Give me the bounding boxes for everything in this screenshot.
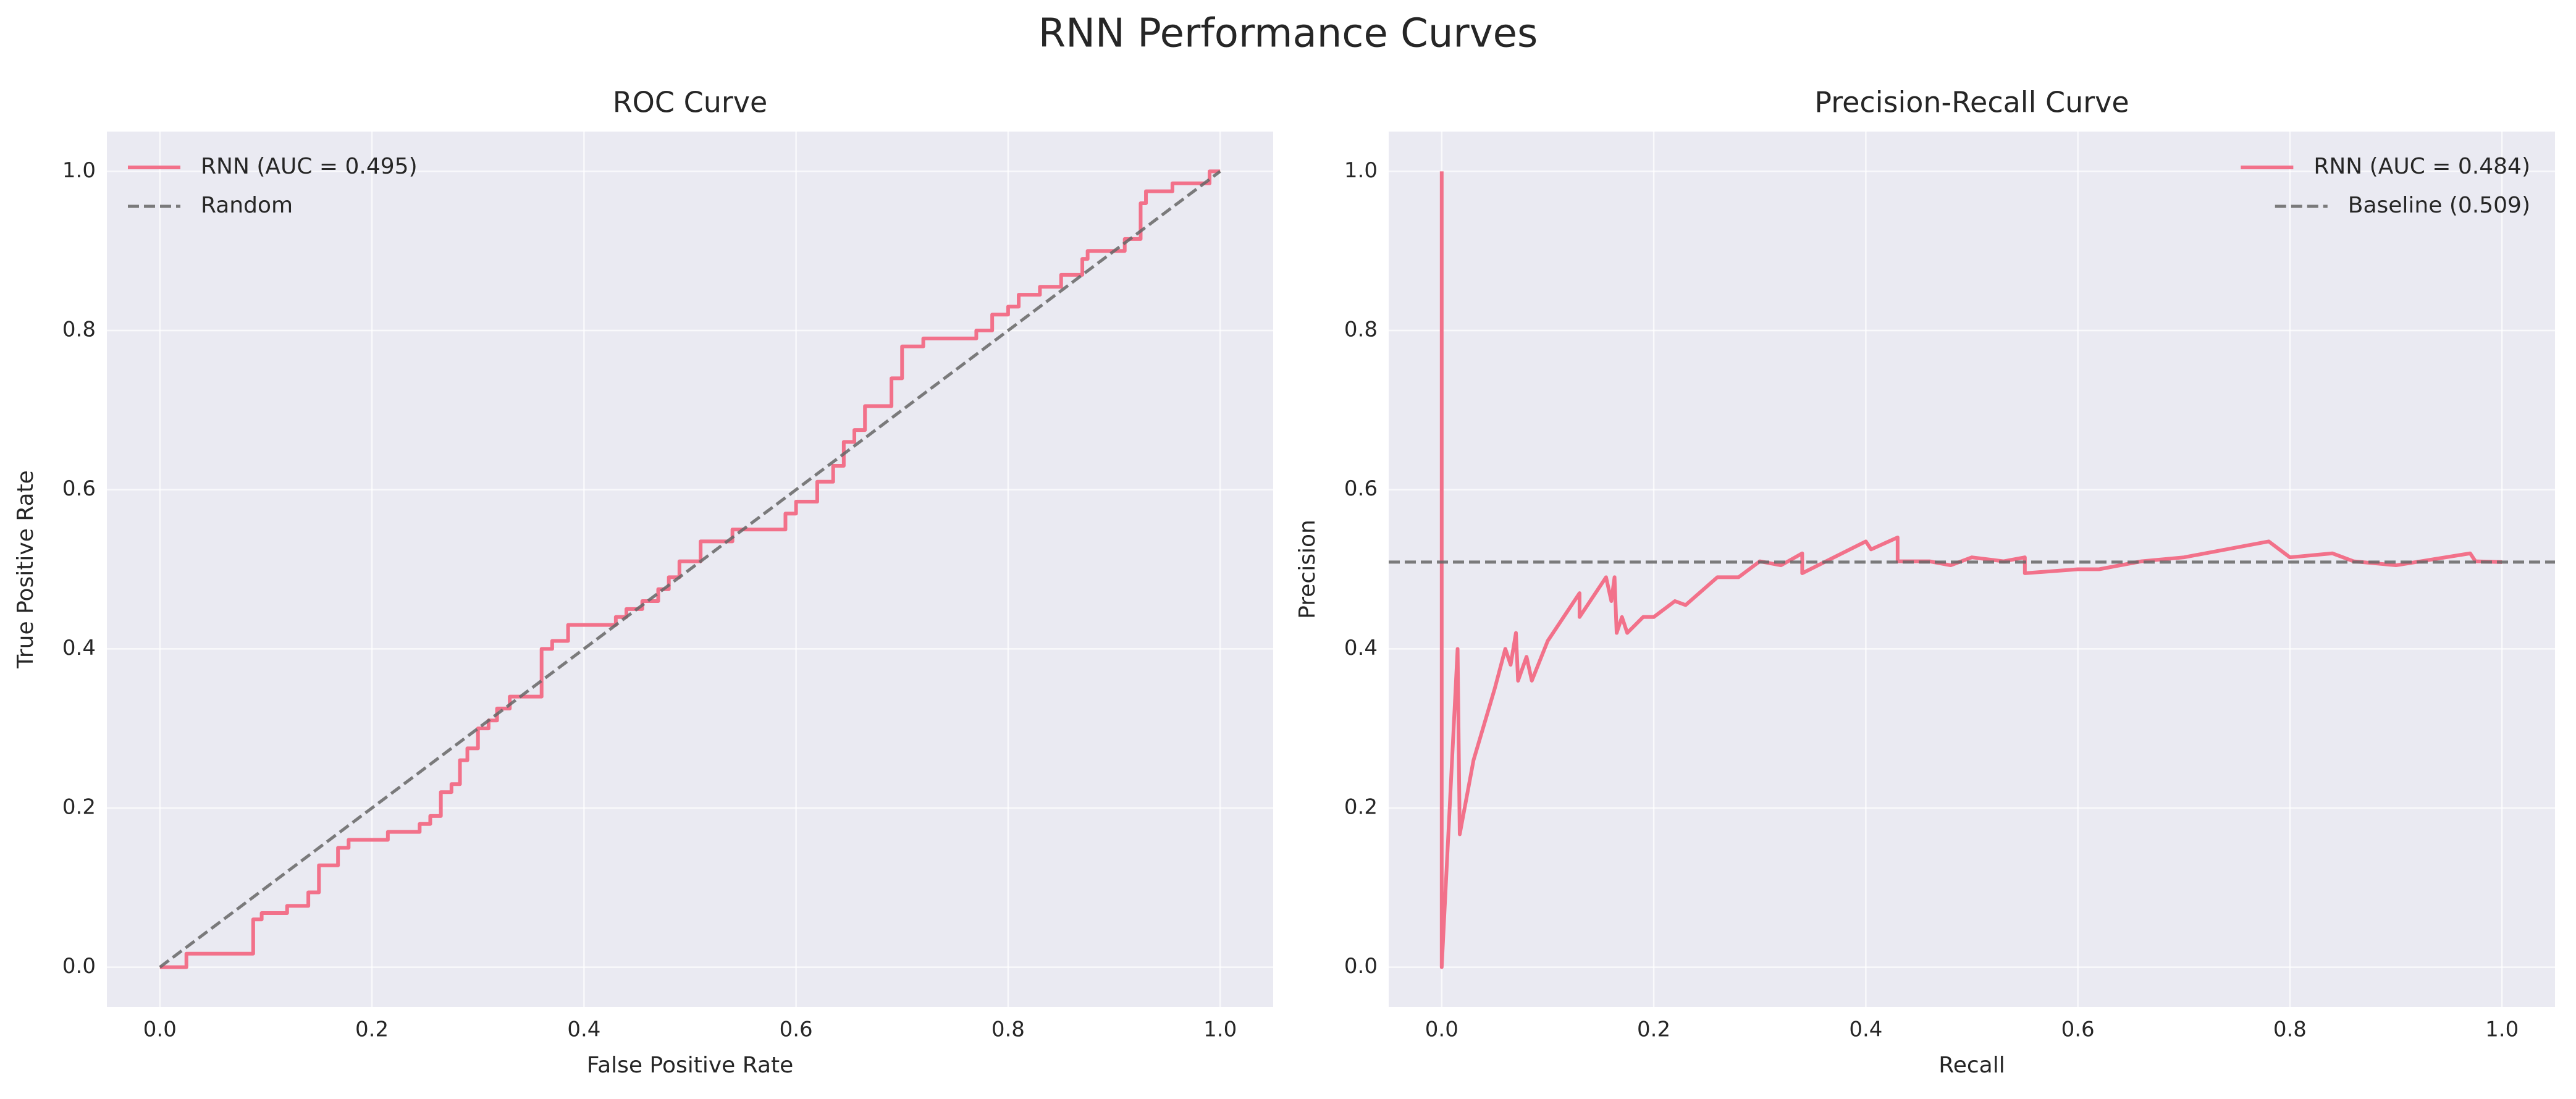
axes-title: Precision-Recall Curve bbox=[1814, 86, 2129, 119]
x-tick-label: 0.2 bbox=[1637, 1017, 1670, 1042]
legend-label: RNN (AUC = 0.484) bbox=[2313, 154, 2530, 179]
x-tick-label: 0.6 bbox=[2061, 1017, 2095, 1042]
x-tick-label: 0.4 bbox=[567, 1017, 600, 1042]
x-tick-label: 1.0 bbox=[1203, 1017, 1237, 1042]
x-tick-label: 0.0 bbox=[143, 1017, 177, 1042]
x-tick-label: 0.4 bbox=[1849, 1017, 1882, 1042]
legend-label: Random bbox=[201, 193, 293, 218]
y-tick-label: 0.6 bbox=[62, 476, 96, 501]
y-tick-label: 0.2 bbox=[1344, 794, 1378, 819]
x-tick-label: 0.2 bbox=[355, 1017, 389, 1042]
legend-label: RNN (AUC = 0.495) bbox=[201, 154, 418, 179]
y-axis-label: Precision bbox=[1295, 520, 1320, 619]
series-line bbox=[1439, 171, 2502, 969]
y-tick-label: 1.0 bbox=[1344, 158, 1378, 183]
axes-title: ROC Curve bbox=[613, 86, 768, 119]
figure-title: RNN Performance Curves bbox=[1038, 11, 1538, 57]
y-tick-label: 0.0 bbox=[1344, 954, 1378, 979]
series-line bbox=[159, 169, 1221, 969]
y-tick-label: 0.8 bbox=[62, 318, 96, 342]
x-axis-label: False Positive Rate bbox=[587, 1053, 794, 1078]
y-tick-label: 0.4 bbox=[62, 636, 96, 660]
legend-label: Baseline (0.509) bbox=[2348, 193, 2530, 218]
y-tick-label: 0.4 bbox=[1344, 636, 1378, 660]
x-tick-label: 0.0 bbox=[1425, 1017, 1458, 1042]
x-tick-label: 0.8 bbox=[2273, 1017, 2307, 1042]
x-tick-label: 0.6 bbox=[780, 1017, 813, 1042]
y-tick-label: 0.0 bbox=[62, 954, 96, 979]
y-tick-label: 0.6 bbox=[1344, 476, 1378, 501]
y-tick-label: 0.8 bbox=[1344, 318, 1378, 342]
x-axis-label: Recall bbox=[1938, 1053, 2005, 1078]
y-tick-label: 1.0 bbox=[62, 158, 96, 183]
x-tick-label: 0.8 bbox=[991, 1017, 1025, 1042]
y-tick-label: 0.2 bbox=[62, 794, 96, 819]
y-axis-label: True Positive Rate bbox=[13, 470, 38, 669]
plot-area bbox=[1389, 132, 2555, 1007]
series-line bbox=[159, 170, 1221, 969]
x-tick-label: 1.0 bbox=[2485, 1017, 2519, 1042]
